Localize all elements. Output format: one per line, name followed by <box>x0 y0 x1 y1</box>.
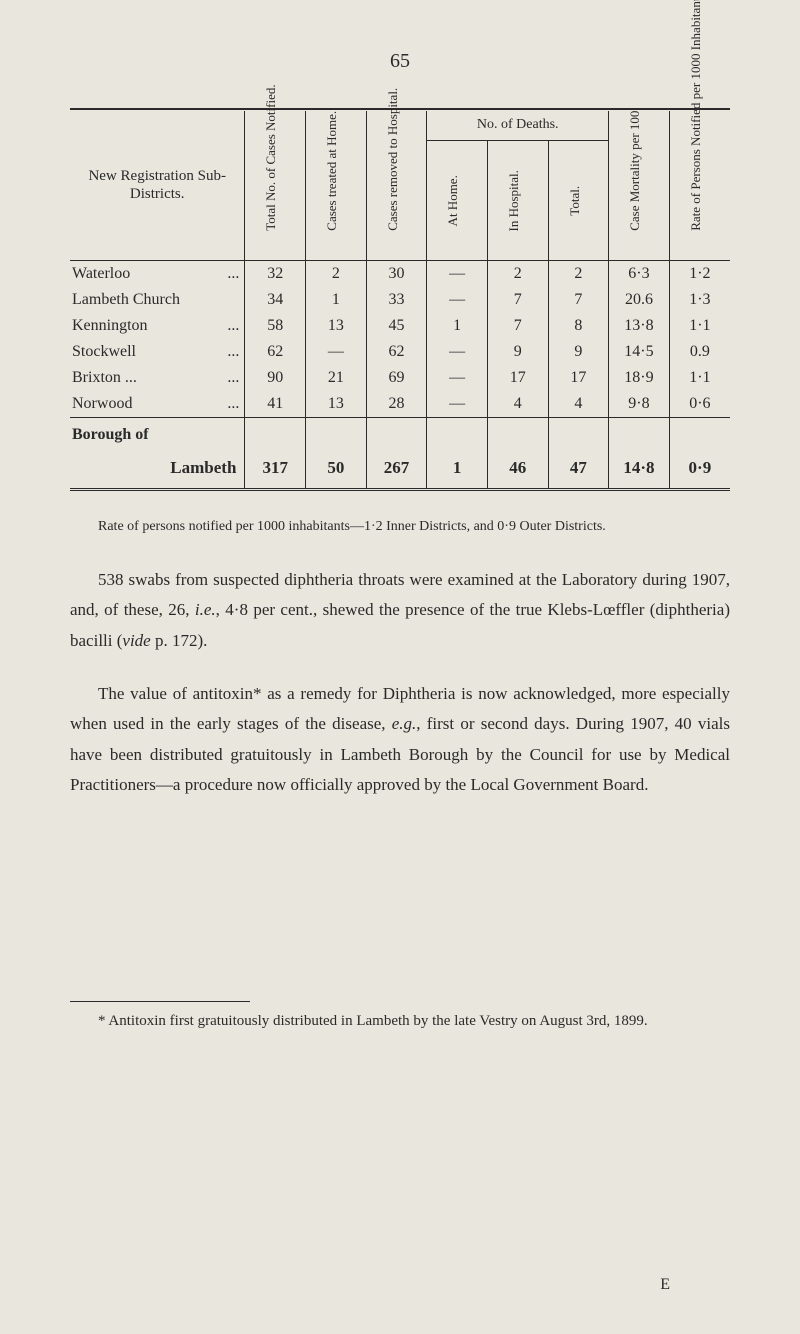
table-cell: 9·8 <box>609 391 670 418</box>
table-cell: 8 <box>548 313 609 339</box>
page-number: 65 <box>70 50 730 73</box>
table-cell: 4 <box>548 391 609 418</box>
summary-cell: 50 <box>306 448 367 489</box>
table-cell: 1 <box>427 313 488 339</box>
page-signature-letter: E <box>660 1276 670 1294</box>
table-cell: — <box>427 391 488 418</box>
header-mortality: Case Mortality per 100. <box>609 111 670 260</box>
header-in-hospital: In Hospital. <box>487 140 548 260</box>
table-cell: 7 <box>548 287 609 313</box>
table-cell: 1 <box>306 287 367 313</box>
summary-label-lambeth: Lambeth <box>70 448 245 489</box>
table-cell: 7 <box>487 313 548 339</box>
table-row-label: Kennington... <box>70 313 245 339</box>
table-cell: 33 <box>366 287 427 313</box>
summary-label-borough: Borough of <box>70 417 245 448</box>
table-cell: 20.6 <box>609 287 670 313</box>
table-cell: 62 <box>245 339 306 365</box>
table-cell: 14·5 <box>609 339 670 365</box>
table-cell: 28 <box>366 391 427 418</box>
table-cell: 17 <box>487 365 548 391</box>
table-cell: 1·3 <box>669 287 730 313</box>
table-cell: 1·1 <box>669 365 730 391</box>
table-cell: 0·6 <box>669 391 730 418</box>
table-cell: — <box>427 287 488 313</box>
table-cell: 41 <box>245 391 306 418</box>
table-cell: 58 <box>245 313 306 339</box>
summary-cell: 317 <box>245 448 306 489</box>
table-cell: 4 <box>487 391 548 418</box>
table-cell: 30 <box>366 260 427 287</box>
table-cell: 6·3 <box>609 260 670 287</box>
table-cell: 2 <box>306 260 367 287</box>
table-cell: — <box>427 339 488 365</box>
table-cell: 62 <box>366 339 427 365</box>
summary-cell: 46 <box>487 448 548 489</box>
summary-cell: 0·9 <box>669 448 730 489</box>
header-total: Total. <box>548 140 609 260</box>
header-removed-hospital: Cases removed to Hospital. <box>366 111 427 260</box>
body-paragraph-2: The value of antitoxin* as a remedy for … <box>70 679 730 801</box>
table-cell: 18·9 <box>609 365 670 391</box>
table-cell: 13 <box>306 391 367 418</box>
table-cell: 13 <box>306 313 367 339</box>
table-cell: 7 <box>487 287 548 313</box>
table-row-label: Norwood... <box>70 391 245 418</box>
table-cell: 90 <box>245 365 306 391</box>
table-cell: 17 <box>548 365 609 391</box>
table-cell: 21 <box>306 365 367 391</box>
table-row-label: Stockwell... <box>70 339 245 365</box>
header-deaths-group: No. of Deaths. <box>427 111 609 140</box>
header-total-notified: Total No. of Cases Notified. <box>245 111 306 260</box>
table-cell: 2 <box>548 260 609 287</box>
summary-cell: 267 <box>366 448 427 489</box>
table-bottom-rule <box>70 490 730 491</box>
summary-cell: 1 <box>427 448 488 489</box>
table-cell: 69 <box>366 365 427 391</box>
table-cell: 9 <box>548 339 609 365</box>
table-row-label: Brixton ...... <box>70 365 245 391</box>
table-footnote: Rate of persons notified per 1000 inhabi… <box>70 516 730 537</box>
data-table: New Registration Sub-Districts. Total No… <box>70 111 730 489</box>
table-row-label: Waterloo... <box>70 260 245 287</box>
table-row-label: Lambeth Church <box>70 287 245 313</box>
table-cell: 9 <box>487 339 548 365</box>
table-cell: 0.9 <box>669 339 730 365</box>
body-paragraph-1: 538 swabs from suspected diphtheria thro… <box>70 565 730 657</box>
header-rate-persons: Rate of Persons Notified per 1000 Inhabi… <box>669 111 730 260</box>
summary-cell: 47 <box>548 448 609 489</box>
summary-cell: 14·8 <box>609 448 670 489</box>
table-cell: 1·1 <box>669 313 730 339</box>
table-cell: 45 <box>366 313 427 339</box>
table-cell: 1·2 <box>669 260 730 287</box>
table-cell: 2 <box>487 260 548 287</box>
header-sub-districts: New Registration Sub-Districts. <box>70 111 245 260</box>
table-cell: — <box>427 365 488 391</box>
data-table-wrapper: New Registration Sub-Districts. Total No… <box>70 108 730 491</box>
header-at-home: At Home. <box>427 140 488 260</box>
table-cell: — <box>427 260 488 287</box>
bottom-footnote: * Antitoxin first gratuitously distribut… <box>70 1010 730 1033</box>
table-cell: 32 <box>245 260 306 287</box>
table-cell: 34 <box>245 287 306 313</box>
footnote-rule <box>70 1001 250 1002</box>
header-treated-home: Cases treated at Home. <box>306 111 367 260</box>
table-cell: 13·8 <box>609 313 670 339</box>
table-cell: — <box>306 339 367 365</box>
